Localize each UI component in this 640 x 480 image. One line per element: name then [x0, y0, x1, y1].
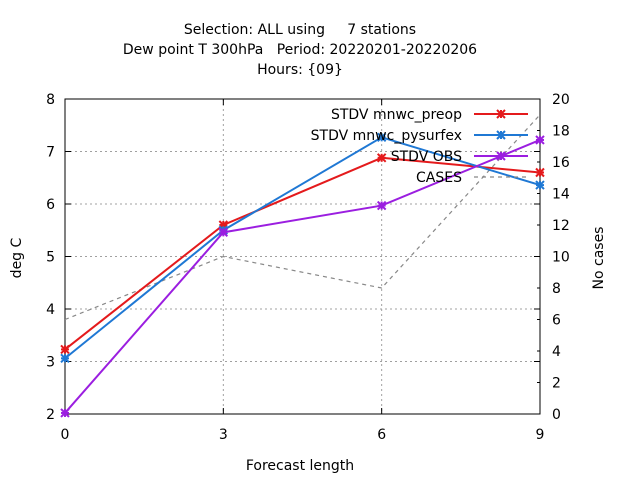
y2-tick-label: 20	[552, 92, 570, 108]
data-point	[60, 344, 70, 355]
y2-tick-label: 2	[552, 376, 561, 392]
y2-tick-label: 0	[552, 407, 561, 423]
data-point	[376, 153, 387, 163]
x-tick-label: 6	[377, 427, 386, 443]
data-point	[535, 180, 545, 190]
legend-marker	[496, 109, 506, 119]
y2-tick-label: 18	[552, 124, 570, 140]
legend: STDV mnwc_preop STDV mnwc_pysurfex STDV OB…	[311, 107, 528, 186]
data-point	[60, 353, 70, 364]
series-line	[64, 139, 541, 414]
data-point	[218, 227, 229, 238]
y2-tick-label: 12	[552, 218, 570, 234]
chart-title: Selection: ALL using 7 stations Dew point…	[123, 22, 477, 78]
y-tick-label: 3	[46, 355, 55, 371]
y2-axis-label: No cases	[591, 227, 607, 290]
y-tick-label: 5	[46, 250, 55, 266]
legend-marker	[496, 130, 506, 140]
y-tick-label: 6	[46, 197, 55, 213]
legend-item: STDV mnwc_preop	[331, 107, 528, 123]
y-axis: 2 3 4 5 6 7 8	[46, 92, 540, 423]
y2-axis: 0 2 4 6 8 10 12 14 16 18 20	[537, 92, 570, 423]
data-point	[376, 200, 387, 211]
legend-label: STDV mnwc_preop	[331, 107, 462, 123]
legend-item: CASES	[416, 170, 528, 186]
x-tick-label: 9	[536, 427, 545, 443]
y-axis-label: deg C	[9, 237, 25, 278]
title-line-2: Dew point T 300hPa Period: 20220201-2022…	[123, 42, 477, 58]
title-line-3: Hours: {09}	[257, 62, 343, 78]
series-stdv-mnwc-preop	[60, 153, 545, 355]
y-tick-label: 4	[46, 302, 55, 318]
y2-tick-label: 16	[552, 155, 570, 171]
y2-tick-label: 14	[552, 187, 570, 203]
series-line	[64, 136, 541, 360]
series-stdv-obs	[60, 135, 545, 418]
series-line	[64, 114, 541, 321]
x-tick-label: 0	[61, 427, 70, 443]
y-tick-label: 8	[46, 92, 55, 108]
data-point	[535, 135, 545, 145]
y2-tick-label: 4	[552, 344, 561, 360]
series-cases	[64, 114, 541, 321]
y2-tick-label: 8	[552, 281, 561, 297]
x-axis: 0 3 6 9	[61, 99, 545, 443]
series-line	[64, 156, 541, 351]
y2-tick-label: 10	[552, 250, 570, 266]
legend-label: STDV mnwc_pysurfex	[311, 128, 462, 144]
legend-item: STDV mnwc_pysurfex	[311, 128, 528, 144]
series-layer	[60, 114, 545, 418]
y2-tick-label: 6	[552, 313, 561, 329]
legend-label: STDV OBS	[391, 149, 462, 165]
x-axis-label: Forecast length	[246, 458, 354, 474]
legend-label: CASES	[416, 170, 462, 186]
data-point	[60, 408, 70, 418]
y-tick-label: 2	[46, 407, 55, 423]
y-tick-label: 7	[46, 145, 55, 161]
legend-marker	[496, 151, 506, 161]
data-point	[376, 132, 387, 143]
legend-item: STDV OBS	[391, 149, 528, 165]
data-point	[535, 167, 545, 178]
grid	[65, 99, 540, 414]
title-line-1: Selection: ALL using 7 stations	[184, 22, 416, 38]
x-tick-label: 3	[219, 427, 228, 443]
